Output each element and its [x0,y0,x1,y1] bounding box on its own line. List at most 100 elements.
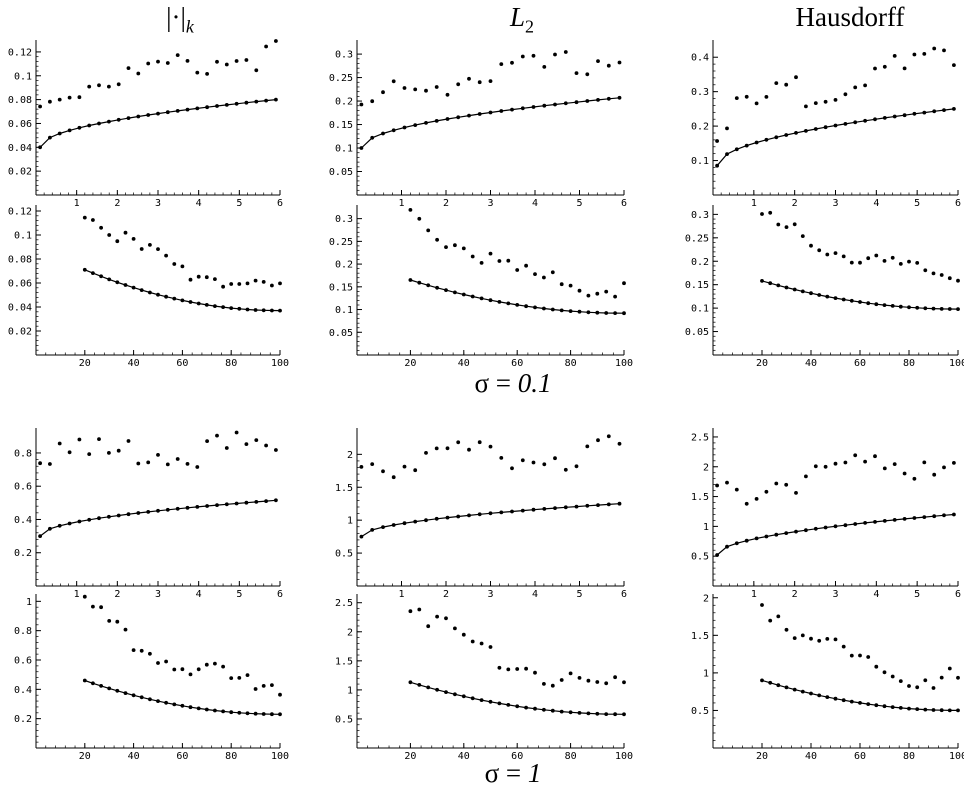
line-point [604,311,609,315]
line-point [453,290,457,295]
scatter-point [760,212,764,216]
scatter-point [205,439,210,443]
scatter-point [57,441,62,446]
x-tick-label: 40 [458,358,470,369]
line-point [180,703,185,708]
line-point [185,107,190,112]
scatter-point [596,438,600,443]
line-point [542,707,546,712]
line-point [841,297,846,302]
line-point [853,120,858,125]
scatter-point [67,450,72,455]
x-tick-label: 5 [236,589,242,600]
line-point [800,689,805,694]
x-tick-label: 1 [751,198,757,209]
line-point [863,118,867,123]
x-tick-label: 4 [196,589,202,600]
line-point [596,98,600,102]
line-point [890,705,895,709]
scatter-point [784,482,789,487]
scatter-point [164,659,169,664]
scatter-point [932,472,937,477]
scatter-point [825,637,830,641]
line-point [912,516,917,520]
scatter-point [813,464,818,469]
line-point [370,135,375,140]
line-point [156,111,160,116]
line-point [613,712,617,717]
line-point [264,499,268,503]
scatter-point [467,76,471,81]
line-point [866,301,871,306]
line-point [424,121,428,125]
y-tick-label: 0.3 [691,210,709,221]
line-point [553,506,557,510]
scatter-point [939,675,944,680]
line-point [156,508,160,513]
scatter-point [613,675,617,680]
y-tick-label: 0.1 [14,71,32,82]
scatter-point [172,262,177,266]
scatter-point [533,272,537,276]
scatter-point [205,72,210,76]
line-point [278,712,282,717]
line-point [467,113,471,118]
scatter-point [804,104,808,109]
line-point [596,503,600,507]
scatter-point [510,466,514,471]
scatter-point [563,467,568,472]
scatter-point [833,251,838,256]
line-point [488,699,493,704]
y-tick-label: 0.8 [14,626,32,637]
line-point [617,501,622,506]
scatter-point [604,681,609,686]
line-point [577,309,582,314]
y-tick-label: 0.8 [14,448,32,459]
y-tick-label: 0.4 [14,515,32,526]
y-tick-label: 0.5 [335,714,353,725]
scatter-point [413,468,418,473]
scatter-point [107,619,112,623]
line-point [833,296,838,300]
line-point [499,109,504,113]
line-point [760,279,764,283]
line-point [853,522,858,526]
series-line [360,97,620,149]
line-point [444,288,448,292]
x-tick-label: 80 [565,358,577,369]
line-point [506,301,511,306]
line-point [776,683,781,688]
y-tick-label: 1.5 [335,483,353,494]
x-tick-label: 4 [532,589,538,600]
scatter-point [574,464,579,469]
line-point [126,512,131,517]
scatter-point [453,243,457,248]
scatter-point [477,440,482,445]
x-tick-label: 6 [277,198,283,209]
y-tick-label: 0.04 [8,303,32,314]
line-point [550,708,555,713]
scatter-point [833,461,838,466]
line-point [915,305,920,310]
x-tick-label: 20 [79,358,91,369]
scatter-point [274,39,278,43]
scatter-point [107,451,111,455]
line-point [931,306,936,311]
line-point [542,306,546,311]
line-point [445,117,450,121]
sigma-symbol: σ = [474,368,518,398]
line-point [477,112,482,116]
x-tick-label: 100 [949,751,964,762]
line-point [873,520,877,524]
scatter-point [139,648,144,653]
scatter-point [97,437,101,441]
line-point [849,699,854,704]
scatter-point [774,81,779,85]
x-tick-label: 6 [955,589,961,600]
scatter-point [82,594,87,599]
scatter-point [479,641,484,646]
x-tick-label: 20 [756,751,768,762]
x-tick-label: 80 [225,751,237,762]
x-tick-label: 100 [271,751,289,762]
series-line [39,499,276,537]
